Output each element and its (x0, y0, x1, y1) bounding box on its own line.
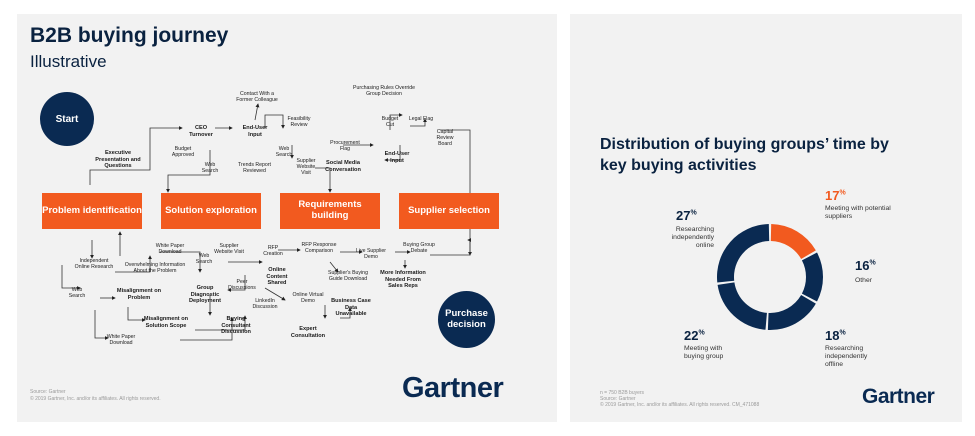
node-supplier-website-2: Supplier Website Visit (214, 243, 244, 256)
node-business-case: Business Case Data Unavailable (331, 298, 371, 318)
pct-suppliers-unit: % (839, 189, 846, 197)
pct-online-value: 27 (676, 208, 691, 223)
stage-solution-exploration: Solution exploration (161, 193, 261, 229)
node-more-info: More Information Needed From Sales Reps (380, 270, 426, 290)
node-overwhelming-info: Overwhelming Information About the Probl… (124, 262, 186, 275)
node-expert-consultation: Expert Consultation (290, 326, 326, 339)
node-end-user-input-2: End-User Input (384, 151, 410, 164)
label-offline: Researching independently offline (825, 345, 868, 368)
node-buying-consultant: Buying Consultant Discussion (221, 316, 251, 336)
node-misalignment-problem: Misalignment on Problem (116, 288, 162, 301)
label-other: Other (855, 277, 872, 284)
node-web-search-4: Web Search (195, 253, 213, 266)
node-web-search-top: Web Search (275, 146, 293, 159)
node-peer-discussions: Peer Discussions (228, 279, 256, 292)
node-social-media: Social Media Conversation (325, 160, 361, 173)
node-end-user-input-1: End-User Input (242, 125, 268, 138)
node-ceo-turnover: CEO Turnover (189, 125, 213, 138)
label-online: Researching independently online (671, 226, 714, 249)
node-web-search-2: Web Search (201, 162, 219, 175)
pct-suppliers: 17% (825, 188, 846, 203)
node-live-demo: Live Supplier Demo (356, 248, 386, 261)
node-linkedin: LinkedIn Discussion (252, 298, 278, 311)
pct-buying-group-value: 22 (684, 328, 699, 343)
journey-footer-copyright: © 2019 Gartner, Inc. and/or its affiliat… (30, 396, 161, 402)
label-suppliers: Meeting with potential suppliers (825, 205, 891, 220)
node-procurement-flag: Procurement Flag (330, 140, 360, 153)
node-trends-report: Trends Report Reviewed (238, 162, 271, 175)
purchase-decision-node: Purchase decision (438, 291, 495, 348)
stage-problem-identification: Problem identification (42, 193, 142, 229)
node-contact: Contact With a Former Colleague (236, 91, 278, 104)
node-supplier-website-top: Supplier Website Visit (296, 158, 316, 177)
node-online-content: Online Content Shared (266, 267, 288, 287)
node-budget-approved: Budget Approved (171, 146, 195, 159)
distribution-footer-n: n = 750 B2B buyers (600, 390, 645, 396)
pct-other-unit: % (869, 259, 876, 267)
label-buying-group: Meeting with buying group (684, 345, 724, 360)
node-white-paper-2: White Paper Download (106, 334, 136, 347)
pct-offline-value: 18 (825, 328, 840, 343)
journey-title: B2B buying journey (30, 24, 229, 47)
pct-online: 27% (676, 208, 697, 223)
distribution-footer-source: Source: Gartner (600, 396, 636, 402)
pct-buying-group: 22% (684, 328, 705, 343)
distribution-title: Distribution of buying groups’ time by k… (600, 136, 889, 174)
pct-online-unit: % (690, 209, 697, 217)
node-feasibility: Feasibility Review (287, 116, 311, 129)
pct-other: 16% (855, 258, 876, 273)
pct-suppliers-value: 17 (825, 188, 840, 203)
donut-slice-other (801, 252, 823, 302)
node-web-search-3: Web Search (68, 287, 86, 300)
node-budget-cut: Budget Cut (381, 116, 399, 129)
start-node: Start (40, 92, 94, 146)
donut-slice-buying-group (717, 282, 767, 330)
node-rfp-creation: RFP Creation (263, 245, 283, 258)
node-suppliers-guide: Supplier's Buying Guide Download (328, 270, 368, 283)
journey-subtitle: Illustrative (30, 52, 107, 71)
gartner-logo-right: Gartner (862, 385, 935, 408)
donut-slice-online (717, 224, 770, 283)
pct-offline-unit: % (839, 329, 846, 337)
node-white-paper-1: White Paper Download (155, 243, 185, 256)
stage-supplier-selection: Supplier selection (399, 193, 499, 229)
node-misalignment-scope: Misalignment on Solution Scope (143, 316, 189, 329)
pct-offline: 18% (825, 328, 846, 343)
node-capital-review: Capital Review Board (436, 129, 454, 148)
node-online-demo: Online Virtual Demo (292, 292, 324, 305)
node-purchasing-rules: Purchasing Rules Override Group Decision (353, 85, 415, 98)
pct-other-value: 16 (855, 258, 870, 273)
stage-requirements-building: Requirements building (280, 193, 380, 229)
node-rfp-response: RFP Response Comparison (301, 242, 337, 255)
journey-footer-source: Source: Gartner (30, 389, 66, 395)
gartner-logo-left: Gartner (402, 372, 504, 404)
node-executive-presentation: Executive Presentation and Questions (95, 150, 141, 170)
pct-buying-group-unit: % (698, 329, 705, 337)
node-group-diagnostic: Group Diagnostic Deployment (188, 285, 221, 305)
node-buying-debate: Buying Group Debate (403, 242, 435, 255)
distribution-panel (570, 14, 962, 422)
donut-slice-suppliers (770, 224, 816, 259)
node-independent-research: Independent Online Research (74, 258, 114, 271)
distribution-footer-copyright: © 2019 Gartner, Inc. and/or its affiliat… (600, 402, 760, 408)
node-legal-flag: Legal Flag (408, 116, 434, 122)
donut-slice-offline (767, 295, 816, 330)
